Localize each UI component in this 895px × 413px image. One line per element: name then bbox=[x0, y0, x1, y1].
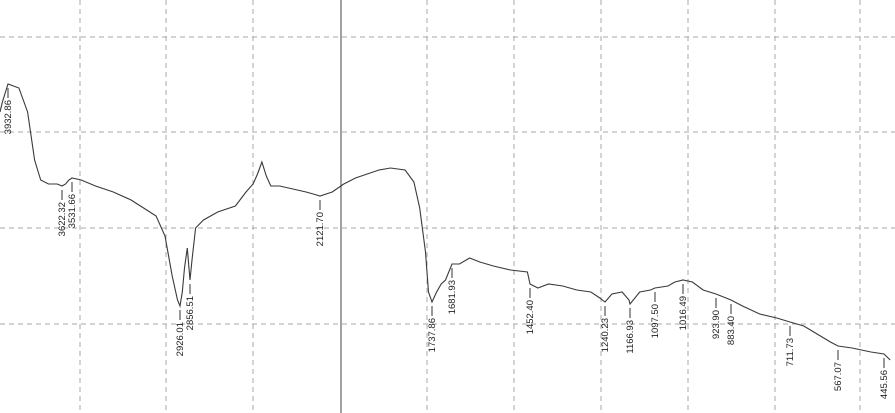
peak-label: 1452.40 bbox=[525, 300, 536, 334]
peak-label: 1737.86 bbox=[427, 318, 438, 352]
peak-label: 2121.70 bbox=[315, 212, 326, 246]
peak-label: 2926.01 bbox=[175, 322, 186, 356]
peak-label: 3932.86 bbox=[3, 100, 14, 134]
peak-label: 3622.32 bbox=[57, 202, 68, 236]
peak-label: 923.90 bbox=[711, 310, 722, 339]
peak-label: 445.56 bbox=[879, 370, 890, 399]
series-line bbox=[0, 83, 891, 361]
peak-label: 1097.50 bbox=[650, 304, 661, 338]
peak-label: 1240.23 bbox=[600, 318, 611, 352]
peak-label: 883.40 bbox=[726, 316, 737, 345]
peak-label: 1016.49 bbox=[678, 296, 689, 330]
peak-label: 3531.66 bbox=[67, 194, 78, 228]
peak-label: 1166.93 bbox=[625, 320, 636, 354]
peak-label: 2856.51 bbox=[185, 296, 196, 330]
peak-label: 567.07 bbox=[833, 362, 844, 391]
peak-label: 1681.93 bbox=[447, 280, 458, 314]
peak-label: 711.73 bbox=[785, 338, 796, 366]
